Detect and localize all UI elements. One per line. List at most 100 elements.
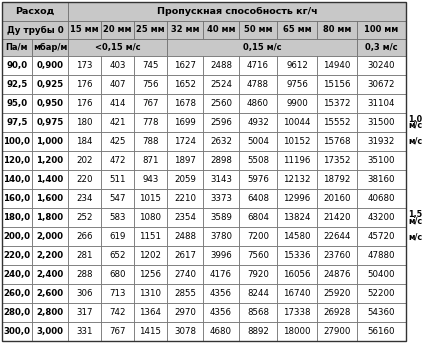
Text: 65 мм: 65 мм [283,26,311,35]
Text: 97,5: 97,5 [6,118,28,127]
Text: 1310: 1310 [139,289,162,298]
Text: 92,5: 92,5 [6,80,28,89]
Text: 2970: 2970 [174,308,196,317]
Bar [68,303,101,322]
Text: 14580: 14580 [283,232,311,241]
Bar [134,303,167,322]
Bar [101,113,134,132]
Text: 403: 403 [109,61,126,70]
Bar [68,132,101,151]
Text: 331: 331 [76,327,93,336]
Bar [357,151,406,170]
Bar [134,189,167,208]
Bar [32,284,68,303]
Bar [277,265,317,284]
Text: 407: 407 [109,80,126,89]
Text: 1,5: 1,5 [408,210,422,219]
Text: 10152: 10152 [283,137,311,146]
Bar [2,56,32,75]
Bar [32,208,68,227]
Text: 30240: 30240 [368,61,395,70]
Bar [32,132,68,151]
Text: 414: 414 [109,99,126,108]
Bar [167,113,203,132]
Bar [317,151,357,170]
Text: 511: 511 [109,175,126,184]
Bar [134,75,167,94]
Bar [32,265,68,284]
Bar [2,246,32,265]
Bar [134,246,167,265]
Bar [203,284,239,303]
Text: 1,000: 1,000 [37,137,64,146]
Bar [357,21,406,39]
Text: 90,0: 90,0 [6,61,28,70]
Text: 17338: 17338 [283,308,311,317]
Text: 0,925: 0,925 [37,80,64,89]
Text: 4356: 4356 [210,289,232,298]
Bar [239,227,277,246]
Bar [32,303,68,322]
Text: 260,0: 260,0 [3,289,31,298]
Bar [68,75,101,94]
Bar [357,322,406,341]
Bar [239,284,277,303]
Bar [134,21,167,39]
Text: 2740: 2740 [174,270,196,279]
Bar [239,21,277,39]
Bar [317,113,357,132]
Bar [167,56,203,75]
Bar [134,322,167,341]
Bar [317,208,357,227]
Text: 31932: 31932 [368,137,395,146]
Text: 52200: 52200 [368,289,395,298]
Text: 8892: 8892 [247,327,269,336]
Bar [239,94,277,113]
Text: 680: 680 [109,270,126,279]
Text: 15372: 15372 [323,99,351,108]
Text: 3,000: 3,000 [37,327,64,336]
Text: 2488: 2488 [210,61,232,70]
Text: 1151: 1151 [139,232,162,241]
Text: 2596: 2596 [210,118,232,127]
Text: 3780: 3780 [210,232,232,241]
Bar [68,208,101,227]
Text: 4176: 4176 [210,270,232,279]
Text: 9612: 9612 [286,61,308,70]
Text: 1364: 1364 [139,308,162,317]
Text: 778: 778 [142,118,159,127]
Text: 652: 652 [109,251,126,260]
Text: 2210: 2210 [174,194,196,203]
Bar [277,94,317,113]
Bar [357,113,406,132]
Bar [277,113,317,132]
Text: 2,600: 2,600 [37,289,64,298]
Bar [277,208,317,227]
Text: 2,400: 2,400 [37,270,64,279]
Text: 3589: 3589 [210,213,232,222]
Bar [101,132,134,151]
Bar [2,132,32,151]
Bar [239,56,277,75]
Text: 15156: 15156 [323,80,351,89]
Text: 120,0: 120,0 [3,156,31,165]
Text: 4788: 4788 [247,80,269,89]
Text: 16740: 16740 [283,289,311,298]
Text: 240,0: 240,0 [3,270,31,279]
Text: 10044: 10044 [283,118,311,127]
Bar [167,132,203,151]
Text: 17352: 17352 [323,156,351,165]
Bar [68,94,101,113]
Bar [317,75,357,94]
Text: 4356: 4356 [210,308,232,317]
Text: 0,3 м/с: 0,3 м/с [365,43,398,52]
Bar [101,189,134,208]
Bar [2,75,32,94]
Bar [357,227,406,246]
Text: 472: 472 [109,156,126,165]
Bar [317,132,357,151]
Bar [357,265,406,284]
Bar [2,303,32,322]
Bar [277,56,317,75]
Text: 9756: 9756 [286,80,308,89]
